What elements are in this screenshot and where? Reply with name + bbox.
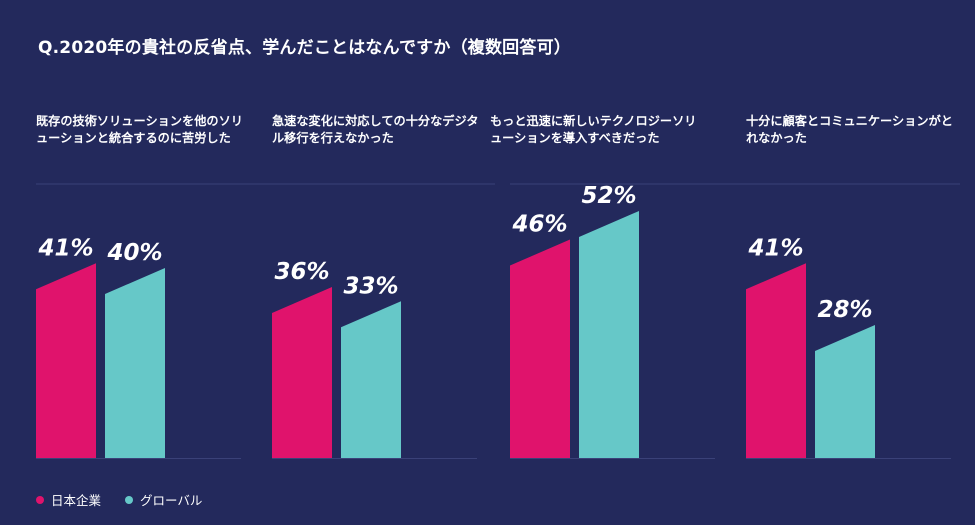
legend-label-japan: 日本企業 — [51, 493, 102, 508]
value-label-global-2: 33% — [343, 273, 398, 299]
bar-japan-2 — [272, 287, 332, 458]
bar-japan-1 — [36, 263, 96, 458]
category-label-4: 十分に顧客とコミュニケーションがとれなかった — [746, 114, 953, 145]
legend-swatch-japan — [36, 495, 44, 504]
bar-global-3 — [579, 211, 639, 458]
chart-title: Q.2020年の貴社の反省点、学んだことはなんですか（複数回答可） — [38, 38, 571, 58]
legend: 日本企業 グローバル — [36, 490, 202, 509]
value-label-global-1: 40% — [106, 240, 162, 266]
value-label-global-3: 52% — [581, 183, 636, 209]
legend-swatch-global — [125, 495, 134, 504]
bar-global-1 — [105, 268, 165, 458]
bar-japan-3 — [510, 239, 570, 458]
bar-japan-4 — [746, 263, 806, 458]
bar-global-2 — [341, 301, 401, 458]
category-label-3: もっと迅速に新しいテクノロジーソリューションを導入すべきだった — [490, 114, 697, 145]
value-label-global-4: 28% — [817, 297, 872, 323]
category-label-2: 急速な変化に対応しての十分なデジタル移行を行えなかった — [272, 114, 479, 145]
category-label-1: 既存の技術ソリューションを他のソリューションと統合するのに苦労した — [36, 114, 243, 145]
value-label-japan-3: 46% — [511, 212, 567, 238]
legend-item-global: グローバル — [125, 490, 202, 509]
bar-global-4 — [815, 325, 875, 458]
legend-label-global: グローバル — [140, 493, 203, 508]
legend-item-japan: 日本企業 — [36, 490, 101, 509]
value-label-japan-2: 36% — [274, 259, 329, 285]
value-label-japan-4: 41% — [747, 235, 803, 261]
value-label-japan-1: 41% — [37, 235, 93, 261]
